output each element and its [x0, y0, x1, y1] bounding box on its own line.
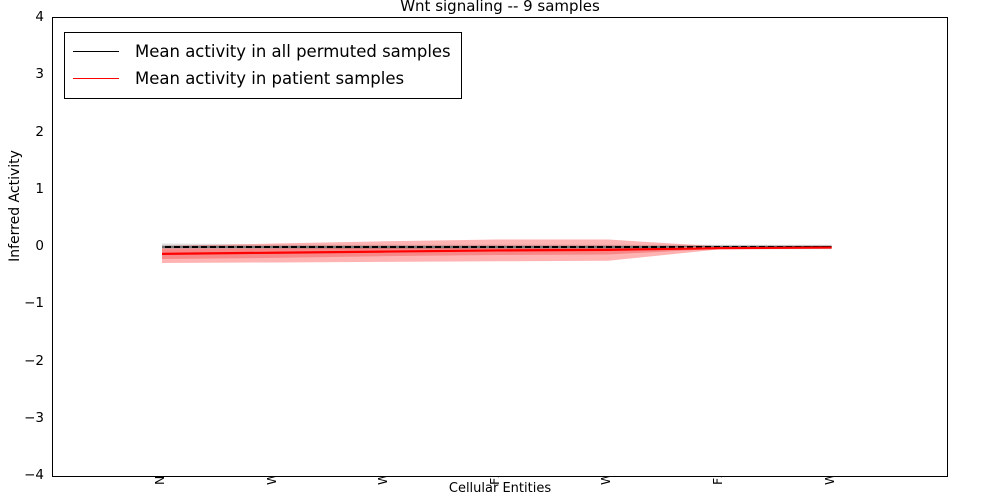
- y-tick-label: 1: [35, 180, 44, 197]
- y-tick-label: 2: [35, 123, 44, 140]
- y-tick-label: −1: [24, 295, 44, 312]
- y-tick-label: 3: [35, 66, 44, 83]
- x-axis-label: Cellular Entities: [448, 481, 552, 496]
- chart-legend: Mean activity in all permuted samples Me…: [64, 32, 462, 99]
- legend-item: Mean activity in all permuted samples: [73, 38, 451, 65]
- data-plot: [161, 239, 832, 264]
- patient-mean-line: [161, 246, 832, 255]
- y-tick-label: −4: [24, 467, 44, 483]
- y-tick-label: −3: [24, 409, 44, 426]
- legend-swatch-permuted: [73, 51, 119, 52]
- chart-title: Wnt signaling -- 9 samples: [400, 0, 600, 15]
- y-tick-label: −2: [24, 352, 44, 369]
- y-tick-label: 0: [35, 238, 44, 254]
- legend-label-patient: Mean activity in patient samples: [135, 69, 405, 88]
- y-tick-label: 4: [35, 9, 44, 25]
- legend-label-permuted: Mean activity in all permuted samples: [135, 42, 451, 61]
- legend-item: Mean activity in patient samples: [73, 65, 451, 92]
- legend-swatch-patient: [73, 78, 119, 79]
